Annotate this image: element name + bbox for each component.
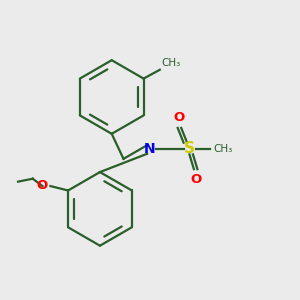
Text: CH₃: CH₃ (213, 143, 232, 154)
Text: S: S (184, 141, 195, 156)
Text: O: O (190, 173, 201, 186)
Text: CH₃: CH₃ (161, 58, 181, 68)
Text: N: N (144, 142, 156, 155)
Text: O: O (174, 111, 185, 124)
Text: O: O (36, 179, 47, 192)
